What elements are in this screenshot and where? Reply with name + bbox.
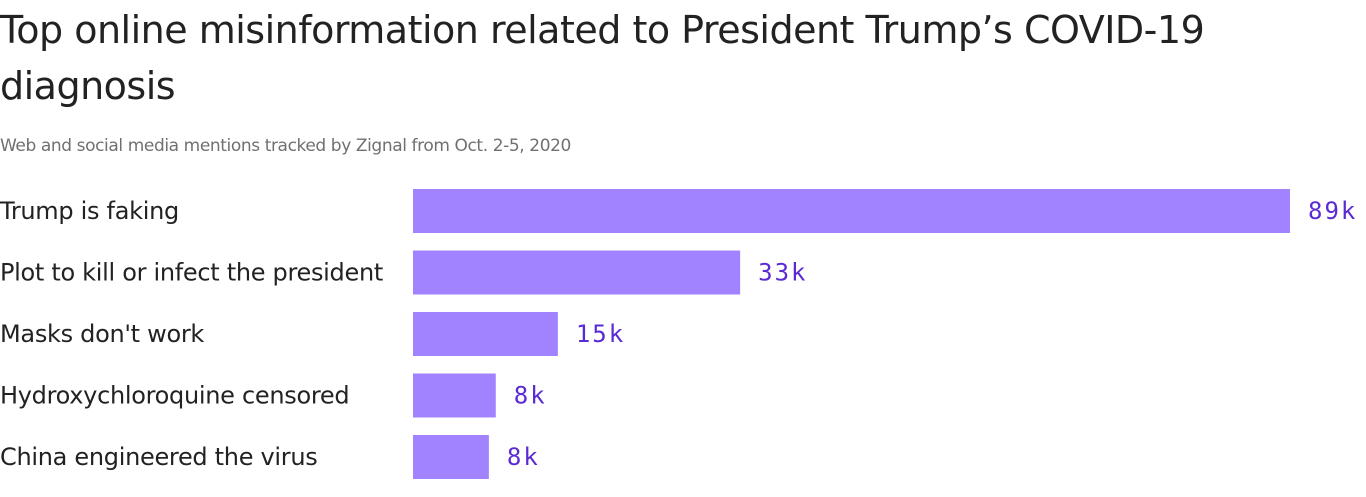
category-label: Masks don't work: [0, 320, 204, 348]
bar: [413, 250, 741, 295]
bar: [413, 189, 1290, 233]
chart-subtitle: Web and social media mentions tracked by…: [0, 136, 571, 156]
category-label: Plot to kill or infect the president: [0, 259, 383, 287]
bar: [413, 373, 496, 418]
chart-title: Top online misinformation related to Pre…: [0, 8, 1205, 108]
category-label: China engineered the virus: [0, 443, 317, 471]
value-label: 89k: [1308, 197, 1357, 225]
value-label: 8k: [514, 382, 547, 410]
category-label: Trump is faking: [0, 197, 179, 225]
value-label: 8k: [507, 443, 540, 471]
category-label: Hydroxychloroquine censored: [0, 382, 349, 410]
value-label: 15k: [576, 320, 625, 348]
bar: [413, 435, 489, 479]
value-label: 33k: [758, 259, 807, 287]
bar: [413, 312, 558, 356]
